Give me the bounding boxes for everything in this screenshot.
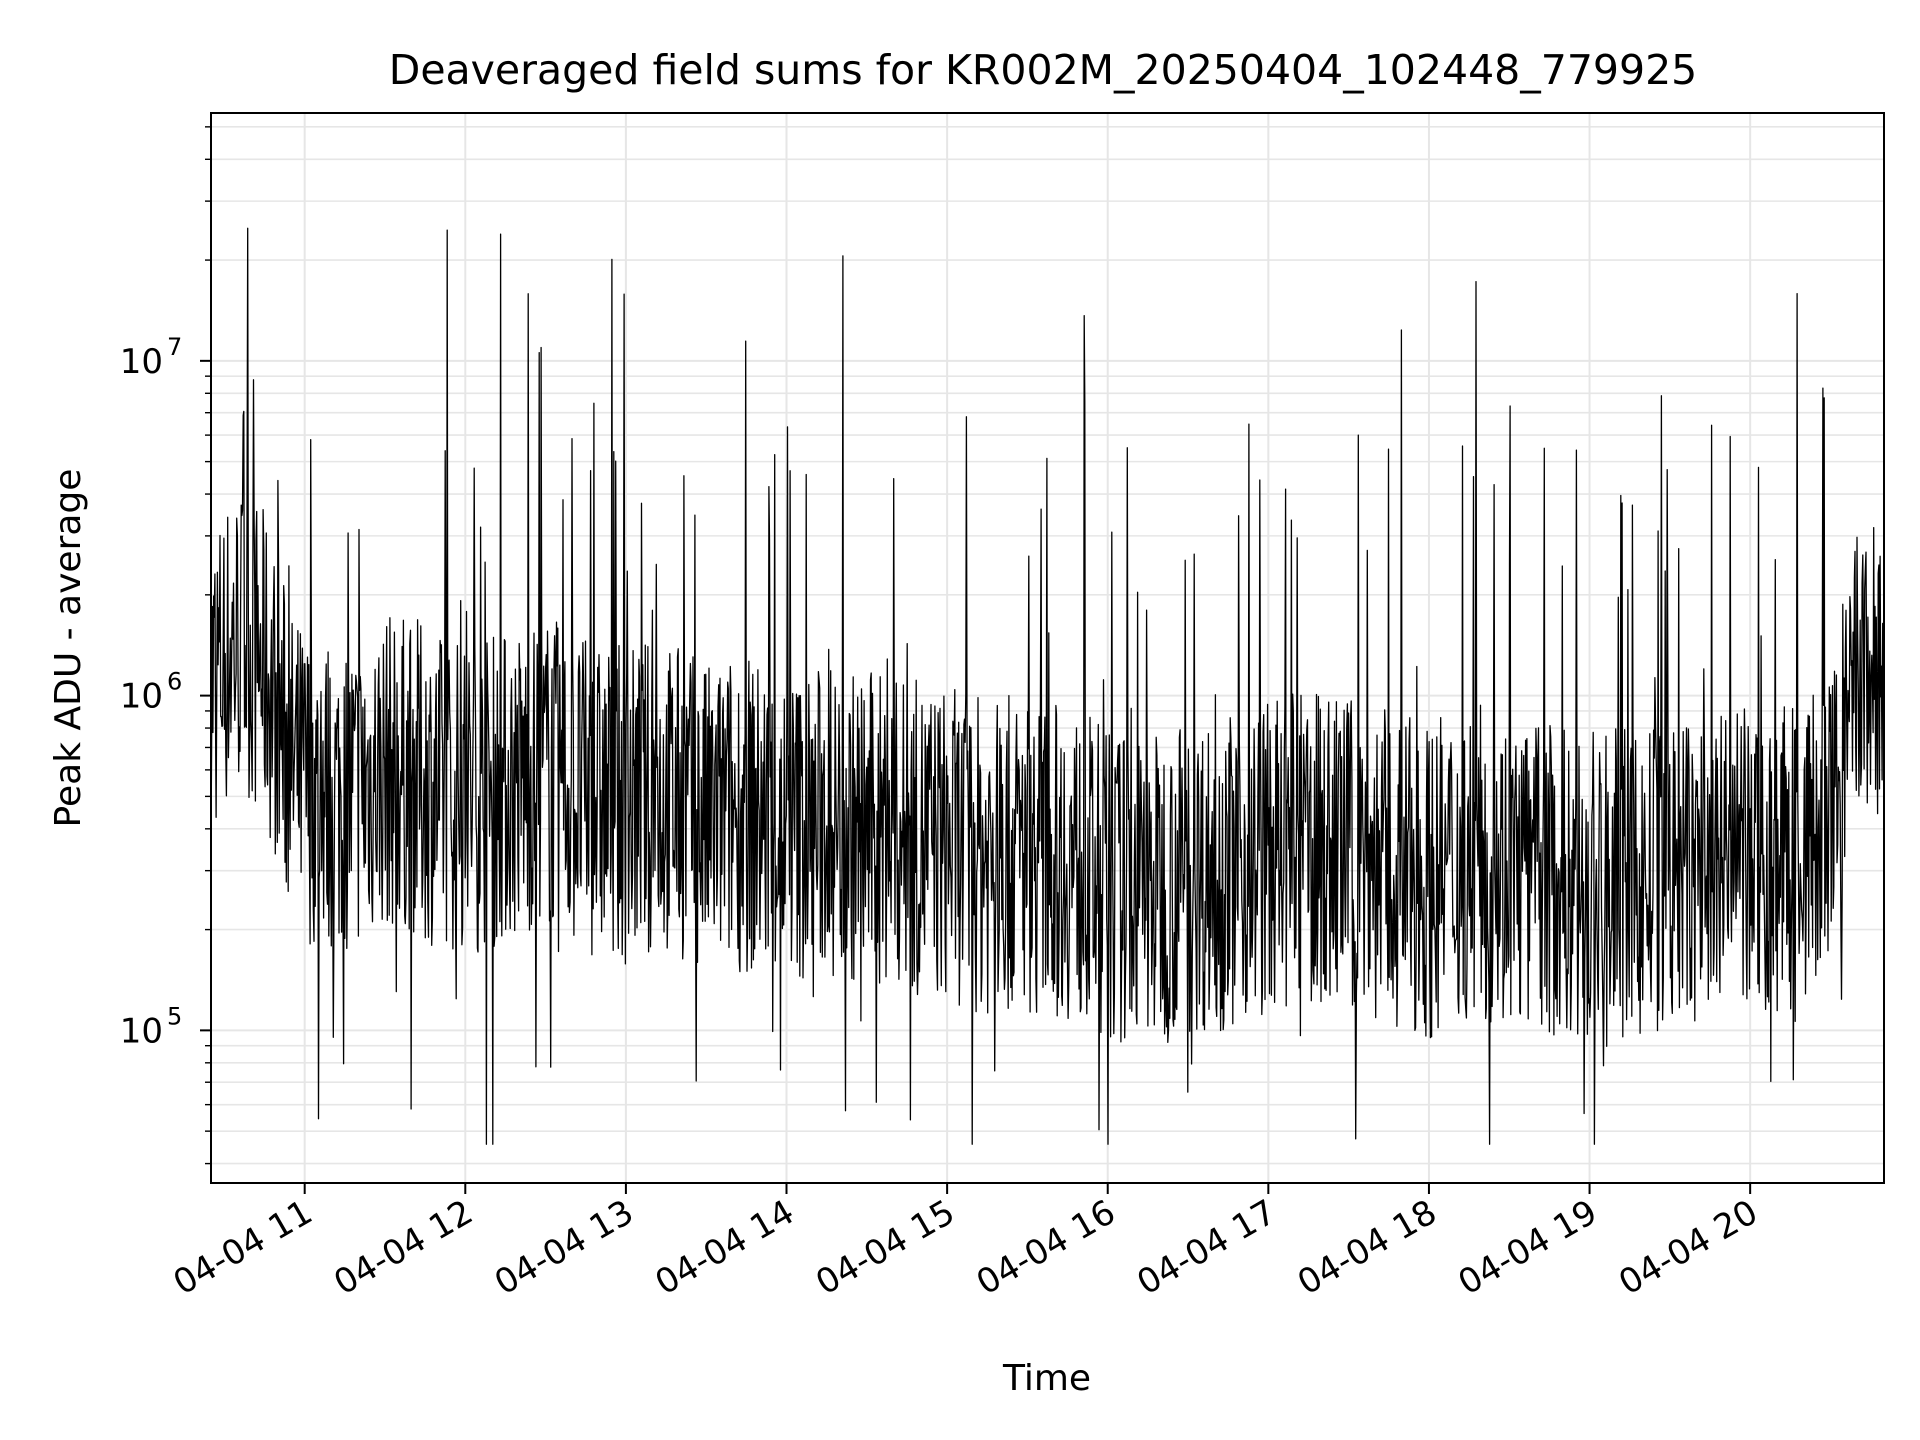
y-tick-label: 10 (120, 342, 163, 382)
x-tick-label: 04-04 17 (1130, 1192, 1282, 1303)
x-tick-label: 04-04 15 (809, 1192, 961, 1303)
y-tick-exponent: 7 (167, 333, 182, 361)
x-tick-label: 04-04 12 (327, 1192, 479, 1303)
x-tick-label: 04-04 14 (649, 1192, 801, 1303)
x-axis-label: Time (1002, 1358, 1091, 1399)
x-tick-label: 04-04 16 (970, 1192, 1122, 1303)
x-tick-label: 04-04 18 (1291, 1192, 1443, 1303)
plot-frame (210, 112, 1885, 1184)
x-tick-label: 04-04 13 (488, 1192, 640, 1303)
x-tick-label: 04-04 20 (1612, 1192, 1764, 1303)
y-tick-exponent: 6 (167, 668, 182, 696)
y-axis-label: Peak ADU - average (48, 469, 89, 828)
y-tick-exponent: 5 (167, 1002, 182, 1030)
x-tick-label: 04-04 11 (167, 1192, 319, 1303)
y-tick-label: 10 (120, 677, 163, 717)
x-ticks: 04-04 11 04-04 12 04-04 13 04-04 14 04-04 15… (167, 1183, 1765, 1303)
chart-title: Deaveraged field sums for KR002M_2025040… (389, 46, 1698, 94)
series-line (211, 227, 1884, 1145)
x-tick-label: 04-04 19 (1452, 1192, 1604, 1303)
plot-area (211, 227, 1884, 1145)
y-tick-label: 10 (120, 1011, 163, 1051)
